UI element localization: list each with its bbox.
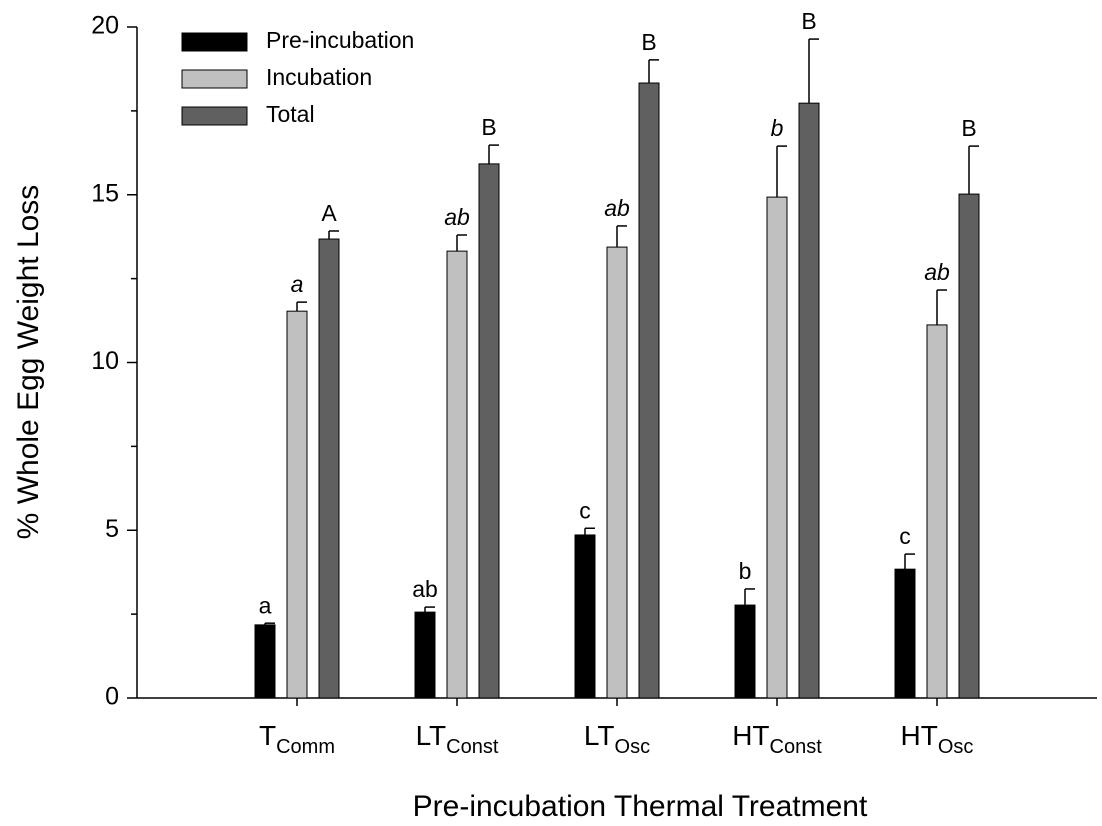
- significance-letter: a: [291, 271, 304, 297]
- bar: [286, 310, 308, 699]
- error-bar: [936, 289, 947, 325]
- bar: [734, 604, 756, 699]
- bar: [318, 238, 340, 699]
- bar: [958, 193, 980, 699]
- bar: [894, 568, 916, 699]
- significance-letter: B: [961, 115, 976, 141]
- significance-letter: B: [801, 8, 816, 34]
- significance-letter: c: [899, 523, 911, 549]
- bar: [254, 624, 276, 699]
- y-tick-label: 10: [91, 347, 119, 375]
- x-tick-label: TComm: [259, 720, 335, 758]
- bar: [414, 611, 436, 699]
- error-bar: [616, 225, 627, 248]
- bar: [574, 534, 596, 699]
- x-tick-label: LTOsc: [584, 720, 650, 758]
- bar: [798, 102, 820, 699]
- y-tick-label: 15: [91, 179, 119, 207]
- x-tick-sub: Osc: [938, 736, 974, 758]
- error-bar: [456, 234, 467, 252]
- significance-letter: c: [579, 497, 591, 523]
- error-bar: [424, 606, 435, 613]
- error-bar: [968, 145, 979, 195]
- bar: [926, 324, 948, 699]
- y-tick-label: 5: [105, 515, 119, 543]
- significance-letter: b: [739, 558, 752, 584]
- legend-label: Incubation: [266, 64, 372, 90]
- significance-letter: B: [481, 114, 496, 140]
- x-tick-sub: Const: [446, 736, 499, 758]
- y-axis-title: % Whole Egg Weight Loss: [12, 185, 45, 540]
- significance-letter: ab: [412, 576, 438, 602]
- y-tick-label: 20: [91, 12, 119, 40]
- error-bar: [584, 527, 595, 535]
- x-tick-base: T: [259, 720, 276, 751]
- significance-letter: b: [771, 115, 784, 141]
- x-tick-base: HT: [901, 720, 938, 751]
- error-bar: [744, 588, 755, 606]
- error-bar: [776, 145, 787, 198]
- bar: [446, 250, 468, 699]
- x-tick-base: LT: [416, 720, 447, 751]
- x-axis-title: Pre-incubation Thermal Treatment: [413, 790, 868, 823]
- error-bar: [328, 230, 339, 240]
- legend-swatch: [181, 106, 248, 126]
- legend-swatch: [181, 32, 248, 52]
- error-bar: [264, 622, 275, 625]
- legend-label: Total: [266, 101, 315, 127]
- x-tick-base: HT: [732, 720, 769, 751]
- bar: [638, 82, 660, 699]
- x-tick-sub: Osc: [615, 736, 651, 758]
- error-bar: [648, 59, 659, 84]
- significance-letter: ab: [604, 195, 630, 221]
- bar: [766, 196, 788, 699]
- x-tick-label: HTConst: [732, 720, 822, 758]
- significance-letter: ab: [444, 204, 470, 230]
- error-bar: [488, 144, 499, 164]
- error-bar: [808, 38, 819, 104]
- x-tick-label: HTOsc: [901, 720, 974, 758]
- error-bar: [296, 301, 307, 312]
- x-tick-label: LTConst: [416, 720, 499, 758]
- significance-letter: a: [259, 592, 272, 618]
- x-tick-sub: Const: [770, 736, 823, 758]
- x-tick-sub: Comm: [276, 736, 335, 758]
- significance-letter: ab: [924, 259, 950, 285]
- significance-letter: B: [641, 29, 656, 55]
- bar: [478, 163, 500, 699]
- significance-letter: A: [321, 200, 337, 226]
- legend-label: Pre-incubation: [266, 27, 414, 53]
- x-tick-base: LT: [584, 720, 615, 751]
- y-tick-label: 0: [105, 683, 119, 711]
- bar: [606, 246, 628, 699]
- legend-swatch: [181, 69, 248, 89]
- error-bar: [904, 553, 915, 570]
